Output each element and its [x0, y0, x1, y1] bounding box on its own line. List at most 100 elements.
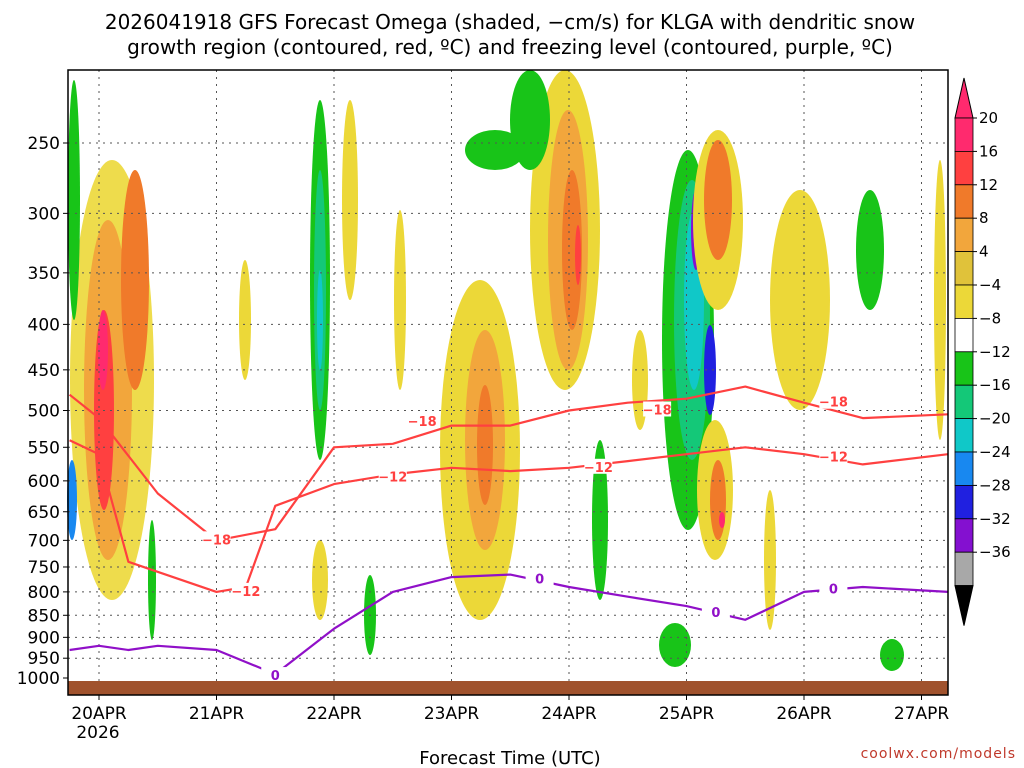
colorbar: 20 16 12 8 4 −4 −8 −12 −16 −20 −24 −28 −32 −36 — [954, 77, 1011, 626]
colorbar-label: 8 — [979, 209, 989, 227]
colorbar-swatch — [954, 184, 974, 219]
y-tick-label: 300 — [28, 204, 60, 224]
contour-label: −18 — [408, 415, 437, 430]
contour-label: −12 — [584, 461, 613, 476]
contour-label: −18 — [643, 404, 672, 419]
y-tick-label: 700 — [28, 531, 60, 551]
x-tick-label: 21APR — [189, 704, 245, 724]
colorbar-label: −36 — [979, 543, 1011, 561]
x-tick-label: 23APR — [424, 704, 480, 724]
contour-dgz-minus18 — [68, 385, 949, 542]
colorbar-swatch — [954, 484, 974, 520]
colorbar-label: −20 — [979, 410, 1011, 428]
contour-freezing-level — [69, 573, 949, 676]
contour-label: −12 — [819, 451, 848, 466]
contour-label: −18 — [819, 396, 848, 411]
colorbar-label: 16 — [979, 142, 998, 160]
y-tick-label: 950 — [28, 649, 60, 669]
contour-label-bg — [261, 667, 290, 683]
contour-label: 0 — [829, 582, 838, 597]
colorbar-swatch — [954, 451, 974, 486]
y-axis: 2503003504004505005506006507007508008509… — [17, 134, 68, 689]
colorbar-swatch — [954, 117, 974, 152]
y-tick-label: 750 — [28, 558, 60, 578]
x-tick-label: 24APR — [541, 704, 597, 724]
y-tick-label: 650 — [28, 503, 60, 523]
y-tick-label: 1000 — [17, 669, 60, 689]
colorbar-label: 4 — [979, 243, 989, 261]
colorbar-swatch — [954, 384, 974, 420]
plot-area: −18 −18 −18 −18 −12 −12 −12 −12 0 0 0 0 — [67, 69, 949, 696]
chart-title-line2: growth region (contoured, red, ºC) and f… — [127, 35, 893, 59]
colorbar-label: 12 — [979, 176, 998, 194]
colorbar-label: −28 — [979, 476, 1011, 494]
contour-label-bg — [643, 401, 672, 417]
plot-frame — [67, 69, 949, 696]
contour-label-bg — [701, 604, 730, 620]
y-tick-label: 550 — [28, 438, 60, 458]
x-axis-year: 2026 — [76, 723, 119, 743]
colorbar-swatch — [954, 150, 974, 186]
colorbar-swatch — [954, 317, 974, 353]
contours: −18 −18 −18 −18 −12 −12 −12 −12 0 0 0 0 — [68, 385, 949, 684]
x-tick-label: 25APR — [659, 704, 715, 724]
y-tick-label: 850 — [28, 606, 60, 626]
contour-label: −18 — [202, 533, 231, 548]
colorbar-bottom-arrow — [954, 585, 974, 626]
y-tick-label: 400 — [28, 315, 60, 335]
contour-label: −12 — [231, 585, 260, 600]
shade-ascent-24apr — [530, 70, 600, 390]
shade-late — [764, 160, 946, 671]
colorbar-label: −24 — [979, 443, 1011, 461]
colorbar-label: 20 — [979, 109, 998, 127]
colorbar-label: −16 — [979, 376, 1011, 394]
credit-text: coolwx.com/models — [861, 746, 1016, 762]
y-tick-label: 900 — [28, 628, 60, 648]
x-axis-label: Forecast Time (UTC) — [419, 748, 600, 768]
contour-label: 0 — [271, 669, 280, 684]
contour-label-bg — [378, 468, 407, 484]
contour-label-bg — [819, 448, 848, 464]
contour-label: −12 — [378, 471, 407, 486]
colorbar-label: −32 — [979, 510, 1011, 528]
shade-ascent-20apr — [70, 160, 154, 600]
colorbar-swatch — [954, 251, 974, 286]
colorbar-swatch — [954, 418, 974, 453]
x-tick-label: 27APR — [894, 704, 950, 724]
shade-yellow-22apr — [239, 100, 406, 620]
colorbar-label: −4 — [979, 276, 1001, 294]
y-tick-label: 250 — [28, 134, 60, 154]
contour-label: 0 — [711, 606, 720, 621]
colorbar-label: −12 — [979, 343, 1011, 361]
contour-label-bg — [584, 458, 613, 474]
contour-label-bg — [525, 570, 554, 586]
contour-label-bg — [202, 531, 231, 547]
colorbar-swatch — [954, 351, 974, 386]
colorbar-swatch — [954, 518, 974, 553]
y-tick-label: 800 — [28, 583, 60, 603]
shade-green-20apr — [67, 80, 156, 640]
contour-label-bg — [408, 412, 437, 428]
terrain-strip — [68, 681, 948, 695]
shade-ascent-25apr — [693, 130, 743, 560]
contour-label-bg — [819, 393, 848, 409]
shade-green-23apr — [465, 70, 648, 600]
y-tick-label: 450 — [28, 361, 60, 381]
y-tick-label: 350 — [28, 264, 60, 284]
contour-label-bg — [231, 582, 260, 598]
colorbar-swatch — [954, 551, 974, 587]
y-tick-label: 600 — [28, 472, 60, 492]
contour-label-bg — [819, 580, 848, 596]
contour-dgz-minus12 — [69, 439, 949, 594]
colorbar-swatch — [954, 217, 974, 252]
x-axis: 20APR 21APR 22APR 23APR 24APR 25APR 26APR 27APR — [71, 695, 949, 724]
omega-shading — [67, 70, 946, 671]
shade-ascent-23apr — [440, 280, 520, 620]
chart-title-line1: 2026041918 GFS Forecast Omega (shaded, −… — [105, 10, 915, 34]
contour-label: 0 — [535, 573, 544, 588]
x-tick-label: 26APR — [776, 704, 832, 724]
x-tick-label: 20APR — [71, 704, 127, 724]
colorbar-label: −8 — [979, 309, 1001, 327]
y-tick-label: 500 — [28, 402, 60, 422]
